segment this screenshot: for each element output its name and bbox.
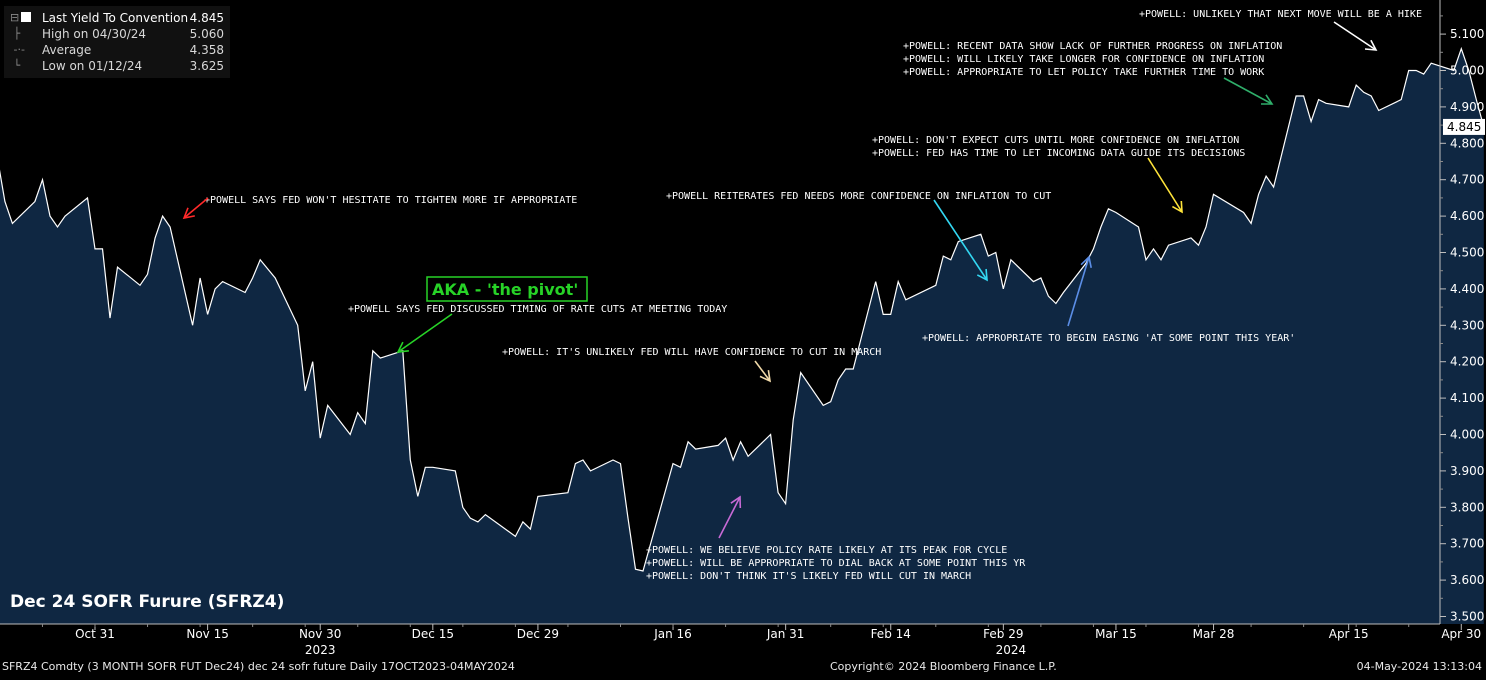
y-tick-label: 4.100 [1450, 391, 1484, 405]
x-tick-label: Feb 14 [871, 627, 911, 641]
legend-last-value: 4.845 [189, 11, 224, 25]
y-tick-label: 4.300 [1450, 318, 1484, 332]
annotation-arrow [718, 496, 741, 539]
annotation-arrow [933, 199, 988, 281]
annotation-arrow [183, 197, 209, 219]
y-tick-label: 3.500 [1450, 610, 1484, 624]
x-tick-label: Mar 28 [1193, 627, 1235, 641]
footer-copyright: Copyright© 2024 Bloomberg Finance L.P. [830, 660, 1057, 673]
annotation-text: +POWELL: UNLIKELY THAT NEXT MOVE WILL BE… [1139, 9, 1422, 20]
annotation-text: +POWELL: IT'S UNLIKELY FED WILL HAVE CON… [502, 347, 881, 358]
annotation-arrow [397, 313, 453, 353]
series-line [0, 46, 1485, 572]
annotation-text: +POWELL: APPROPRIATE TO LET POLICY TAKE … [903, 67, 1264, 78]
average-marker-icon: -·- [10, 43, 25, 56]
y-tick-label: 3.800 [1450, 500, 1484, 514]
annotation-arrowhead [1364, 39, 1378, 51]
legend-average-value: 4.358 [189, 43, 224, 57]
annotation-arrowhead [976, 268, 988, 282]
footer-timestamp: 04-May-2024 13:13:04 [1356, 660, 1482, 673]
y-tick-label: 4.800 [1450, 136, 1484, 150]
annotation-arrow [754, 360, 771, 382]
legend-high-label: High on 04/30/24 [42, 27, 147, 41]
y-tick-label: 4.600 [1450, 209, 1484, 223]
annotation-text: +POWELL SAYS FED WON'T HESITATE TO TIGHT… [204, 195, 577, 206]
annotation-arrow [1147, 157, 1183, 213]
annotation-arrow [1067, 256, 1090, 327]
annotation-text: +POWELL: APPROPRIATE TO BEGIN EASING 'AT… [922, 333, 1295, 344]
x-tick-label: Jan 16 [653, 627, 692, 641]
x-tick-label: Jan 31 [766, 627, 805, 641]
annotation-arrowhead [1172, 200, 1183, 214]
x-tick-label: Apr 30 [1441, 627, 1481, 641]
legend-average-label: Average [42, 43, 92, 57]
legend-low-value: 3.625 [189, 59, 224, 73]
annotation-arrowhead [730, 495, 742, 509]
y-tick-label: 4.000 [1450, 428, 1484, 442]
annotation-arrow [1223, 77, 1273, 105]
y-tick-label: 4.700 [1450, 173, 1484, 187]
annotation-text: +POWELL: RECENT DATA SHOW LACK OF FURTHE… [903, 41, 1282, 52]
pivot-label: AKA - 'the pivot' [432, 280, 578, 299]
annotation-arrowhead [1080, 255, 1092, 268]
y-tick-label: 4.900 [1450, 100, 1484, 114]
annotation-arrowhead [396, 341, 409, 353]
legend-row-high: ├ High on 04/30/24 5.060 [10, 26, 226, 42]
x-year-label: 2024 [996, 643, 1027, 657]
x-tick-label: Feb 29 [983, 627, 1023, 641]
y-tick-label: 3.600 [1450, 573, 1484, 587]
annotation-arrowhead [759, 369, 772, 383]
y-tick-label: 5.000 [1450, 64, 1484, 78]
y-tick-label: 4.500 [1450, 246, 1484, 260]
pivot-box [426, 276, 588, 302]
legend-collapse-icon[interactable]: ⊟ [10, 10, 38, 26]
annotation-text: +POWELL: DON'T THINK IT'S LIKELY FED WIL… [646, 571, 971, 582]
y-tick-label: 5.100 [1450, 27, 1484, 41]
last-value-label: 4.845 [1447, 120, 1481, 134]
x-tick-label: Oct 31 [75, 627, 115, 641]
legend-box: ⊟ Last Yield To Convention 4.845 ├ High … [4, 6, 230, 78]
legend-row-average: -·- Average 4.358 [10, 42, 226, 58]
x-tick-label: Dec 29 [517, 627, 559, 641]
y-tick-label: 3.700 [1450, 537, 1484, 551]
series-area [0, 48, 1484, 624]
x-tick-label: Mar 15 [1095, 627, 1137, 641]
legend-high-value: 5.060 [189, 27, 224, 41]
annotation-arrowhead [182, 207, 195, 220]
chart-title: Dec 24 SOFR Furure (SFRZ4) [10, 592, 285, 612]
x-tick-label: Dec 15 [412, 627, 454, 641]
annotation-arrow [1333, 21, 1377, 51]
legend-last-label: Last Yield To Convention [42, 11, 189, 25]
y-tick-label: 4.400 [1450, 282, 1484, 296]
high-marker-icon: ├ [10, 27, 21, 40]
legend-row-low: └ Low on 01/12/24 3.625 [10, 58, 226, 74]
footer-bar: SFRZ4 Comdty (3 MONTH SOFR FUT Dec24) de… [0, 660, 1486, 676]
footer-security-info: SFRZ4 Comdty (3 MONTH SOFR FUT Dec24) de… [2, 660, 515, 673]
legend-low-label: Low on 01/12/24 [42, 59, 143, 73]
x-tick-label: Nov 15 [186, 627, 229, 641]
last-value-tag [1443, 118, 1485, 135]
annotation-arrowhead [1261, 94, 1274, 105]
legend-row-last[interactable]: ⊟ Last Yield To Convention 4.845 [10, 10, 226, 26]
y-tick-label: 4.200 [1450, 355, 1484, 369]
annotation-text: +POWELL REITERATES FED NEEDS MORE CONFID… [666, 191, 1051, 202]
x-year-label: 2023 [305, 643, 336, 657]
annotation-text: +POWELL: FED HAS TIME TO LET INCOMING DA… [872, 148, 1245, 159]
x-tick-label: Apr 15 [1329, 627, 1369, 641]
annotation-text: +POWELL: WILL BE APPROPRIATE TO DIAL BAC… [646, 558, 1026, 569]
x-tick-label: Nov 30 [299, 627, 342, 641]
annotation-text: +POWELL SAYS FED DISCUSSED TIMING OF RAT… [348, 304, 727, 315]
annotation-text: +POWELL: WE BELIEVE POLICY RATE LIKELY A… [646, 545, 1007, 556]
y-tick-label: 3.900 [1450, 464, 1484, 478]
annotation-text: +POWELL: DON'T EXPECT CUTS UNTIL MORE CO… [872, 135, 1239, 146]
low-marker-icon: └ [10, 59, 21, 72]
annotation-text: +POWELL: WILL LIKELY TAKE LONGER FOR CON… [903, 54, 1264, 65]
